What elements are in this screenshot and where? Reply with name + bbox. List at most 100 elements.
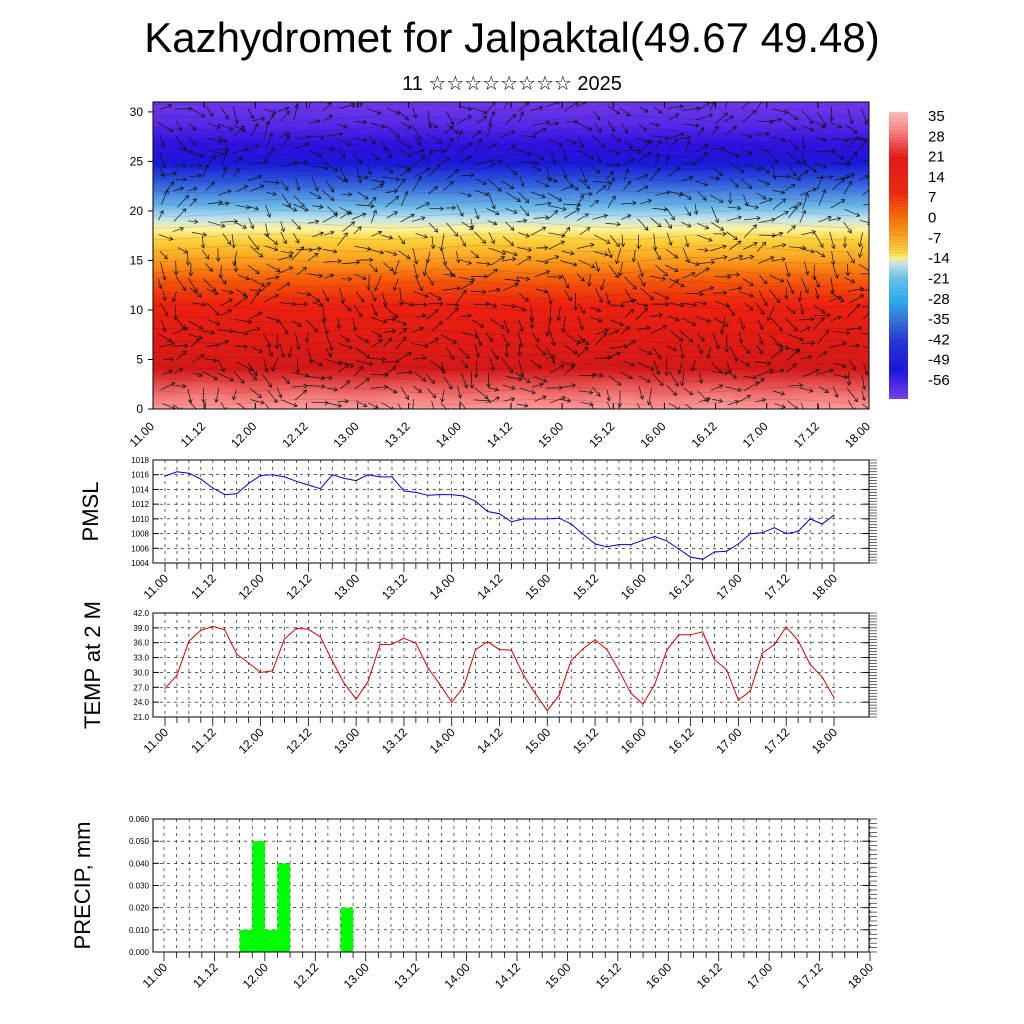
wind-arrow-head bbox=[626, 180, 632, 185]
wind-arrow-head bbox=[610, 127, 616, 132]
temp-2m-point bbox=[283, 638, 286, 640]
wind-arrow bbox=[828, 296, 842, 302]
wind-arrow-head bbox=[254, 144, 260, 150]
wind-arrow bbox=[206, 137, 223, 143]
wind-arrow bbox=[561, 250, 575, 255]
pmsl-point bbox=[343, 477, 345, 479]
wind-arrow bbox=[338, 343, 353, 349]
wind-arrow-head bbox=[329, 273, 335, 279]
wind-arrow-head bbox=[845, 330, 851, 336]
wind-arrow-head bbox=[318, 302, 324, 307]
wind-arrow bbox=[383, 330, 396, 333]
wind-arrow bbox=[326, 133, 343, 137]
colorbar-label: -49 bbox=[928, 352, 950, 369]
wind-arrow-head bbox=[475, 353, 480, 358]
wind-arrow bbox=[624, 288, 634, 303]
wind-arrow bbox=[459, 192, 472, 197]
wind-arrow-head bbox=[375, 155, 380, 161]
wind-arrow bbox=[457, 142, 473, 154]
wind-arrow-head bbox=[218, 138, 223, 144]
pmsl-point bbox=[331, 474, 333, 476]
pmsl-point bbox=[415, 491, 417, 493]
wind-arrow-head bbox=[364, 338, 370, 343]
wind-arrow-head bbox=[588, 389, 594, 395]
wind-arrow bbox=[312, 232, 324, 237]
wind-arrow-head bbox=[855, 303, 861, 309]
wind-arrow bbox=[265, 403, 270, 409]
wind-arrow bbox=[670, 330, 683, 342]
wind-arrow-head bbox=[761, 398, 767, 403]
wind-arrow bbox=[412, 107, 417, 119]
wind-arrow bbox=[833, 362, 846, 368]
wind-arrow-head bbox=[724, 370, 729, 376]
wind-arrow bbox=[266, 191, 277, 195]
wind-arrow-head bbox=[524, 102, 530, 107]
wind-arrow-head bbox=[793, 326, 798, 332]
wind-arrow-head bbox=[513, 209, 518, 214]
wind-arrow bbox=[488, 160, 503, 168]
wind-arrow bbox=[861, 159, 869, 163]
contour-line bbox=[153, 162, 856, 170]
wind-arrow bbox=[621, 214, 631, 220]
wind-arrow-head bbox=[789, 289, 795, 295]
wind-arrow-head bbox=[735, 152, 740, 158]
wind-arrow bbox=[593, 181, 612, 184]
wind-arrow bbox=[668, 279, 680, 289]
wind-arrow bbox=[696, 127, 705, 137]
x-tick-label: 17.00 bbox=[713, 725, 744, 756]
wind-arrow-head bbox=[275, 180, 280, 185]
wind-arrow-head bbox=[381, 356, 387, 362]
wind-arrow-head bbox=[553, 209, 558, 215]
x-tick-label: 11.00 bbox=[141, 571, 172, 602]
wind-arrow bbox=[545, 176, 558, 183]
wind-arrow-head bbox=[173, 271, 179, 276]
wind-arrow bbox=[232, 148, 249, 154]
wind-arrow-head bbox=[747, 150, 753, 155]
wind-arrow-head bbox=[200, 113, 206, 118]
wind-arrow-head bbox=[234, 119, 239, 125]
wind-arrow bbox=[235, 204, 250, 209]
wind-arrow-head bbox=[453, 232, 459, 237]
wind-arrow-head bbox=[566, 398, 572, 403]
wind-arrow bbox=[665, 264, 679, 272]
wind-arrow-head bbox=[434, 309, 439, 314]
wind-arrow bbox=[549, 329, 555, 346]
wind-arrow-head bbox=[304, 142, 310, 147]
wind-arrow bbox=[727, 361, 731, 374]
wind-arrow-head bbox=[837, 124, 843, 129]
y-tick-label: 15 bbox=[130, 253, 144, 267]
wind-arrow bbox=[666, 345, 677, 351]
wind-arrow-head bbox=[781, 404, 786, 409]
wind-arrow bbox=[711, 256, 728, 261]
wind-arrow-head bbox=[704, 225, 710, 230]
wind-arrow bbox=[415, 232, 428, 238]
wind-arrow bbox=[396, 178, 406, 191]
wind-arrow bbox=[276, 387, 282, 398]
wind-arrow bbox=[486, 102, 496, 112]
wind-arrow-head bbox=[769, 368, 774, 374]
wind-arrow bbox=[560, 185, 574, 192]
wind-arrow bbox=[623, 360, 635, 366]
wind-arrow-head bbox=[850, 278, 856, 284]
wind-arrow-head bbox=[337, 403, 343, 408]
wind-arrow-head bbox=[531, 389, 536, 395]
wind-arrow bbox=[550, 150, 556, 164]
wind-arrow-head bbox=[532, 134, 538, 139]
x-tick-label: 11.12 bbox=[188, 725, 219, 756]
wind-arrow-head bbox=[362, 137, 368, 143]
wind-arrow-head bbox=[387, 337, 393, 342]
wind-arrow-head bbox=[579, 194, 584, 200]
wind-arrow bbox=[578, 390, 593, 393]
wind-arrow-head bbox=[794, 146, 799, 151]
wind-arrow bbox=[414, 136, 421, 146]
wind-arrow-head bbox=[770, 217, 776, 223]
wind-arrow-head bbox=[616, 162, 621, 168]
wind-arrow bbox=[441, 362, 445, 374]
wind-arrow bbox=[773, 175, 791, 178]
wind-arrow bbox=[666, 208, 675, 221]
wind-arrow bbox=[698, 102, 710, 111]
wind-arrow bbox=[683, 388, 693, 395]
wind-arrow bbox=[502, 249, 518, 256]
